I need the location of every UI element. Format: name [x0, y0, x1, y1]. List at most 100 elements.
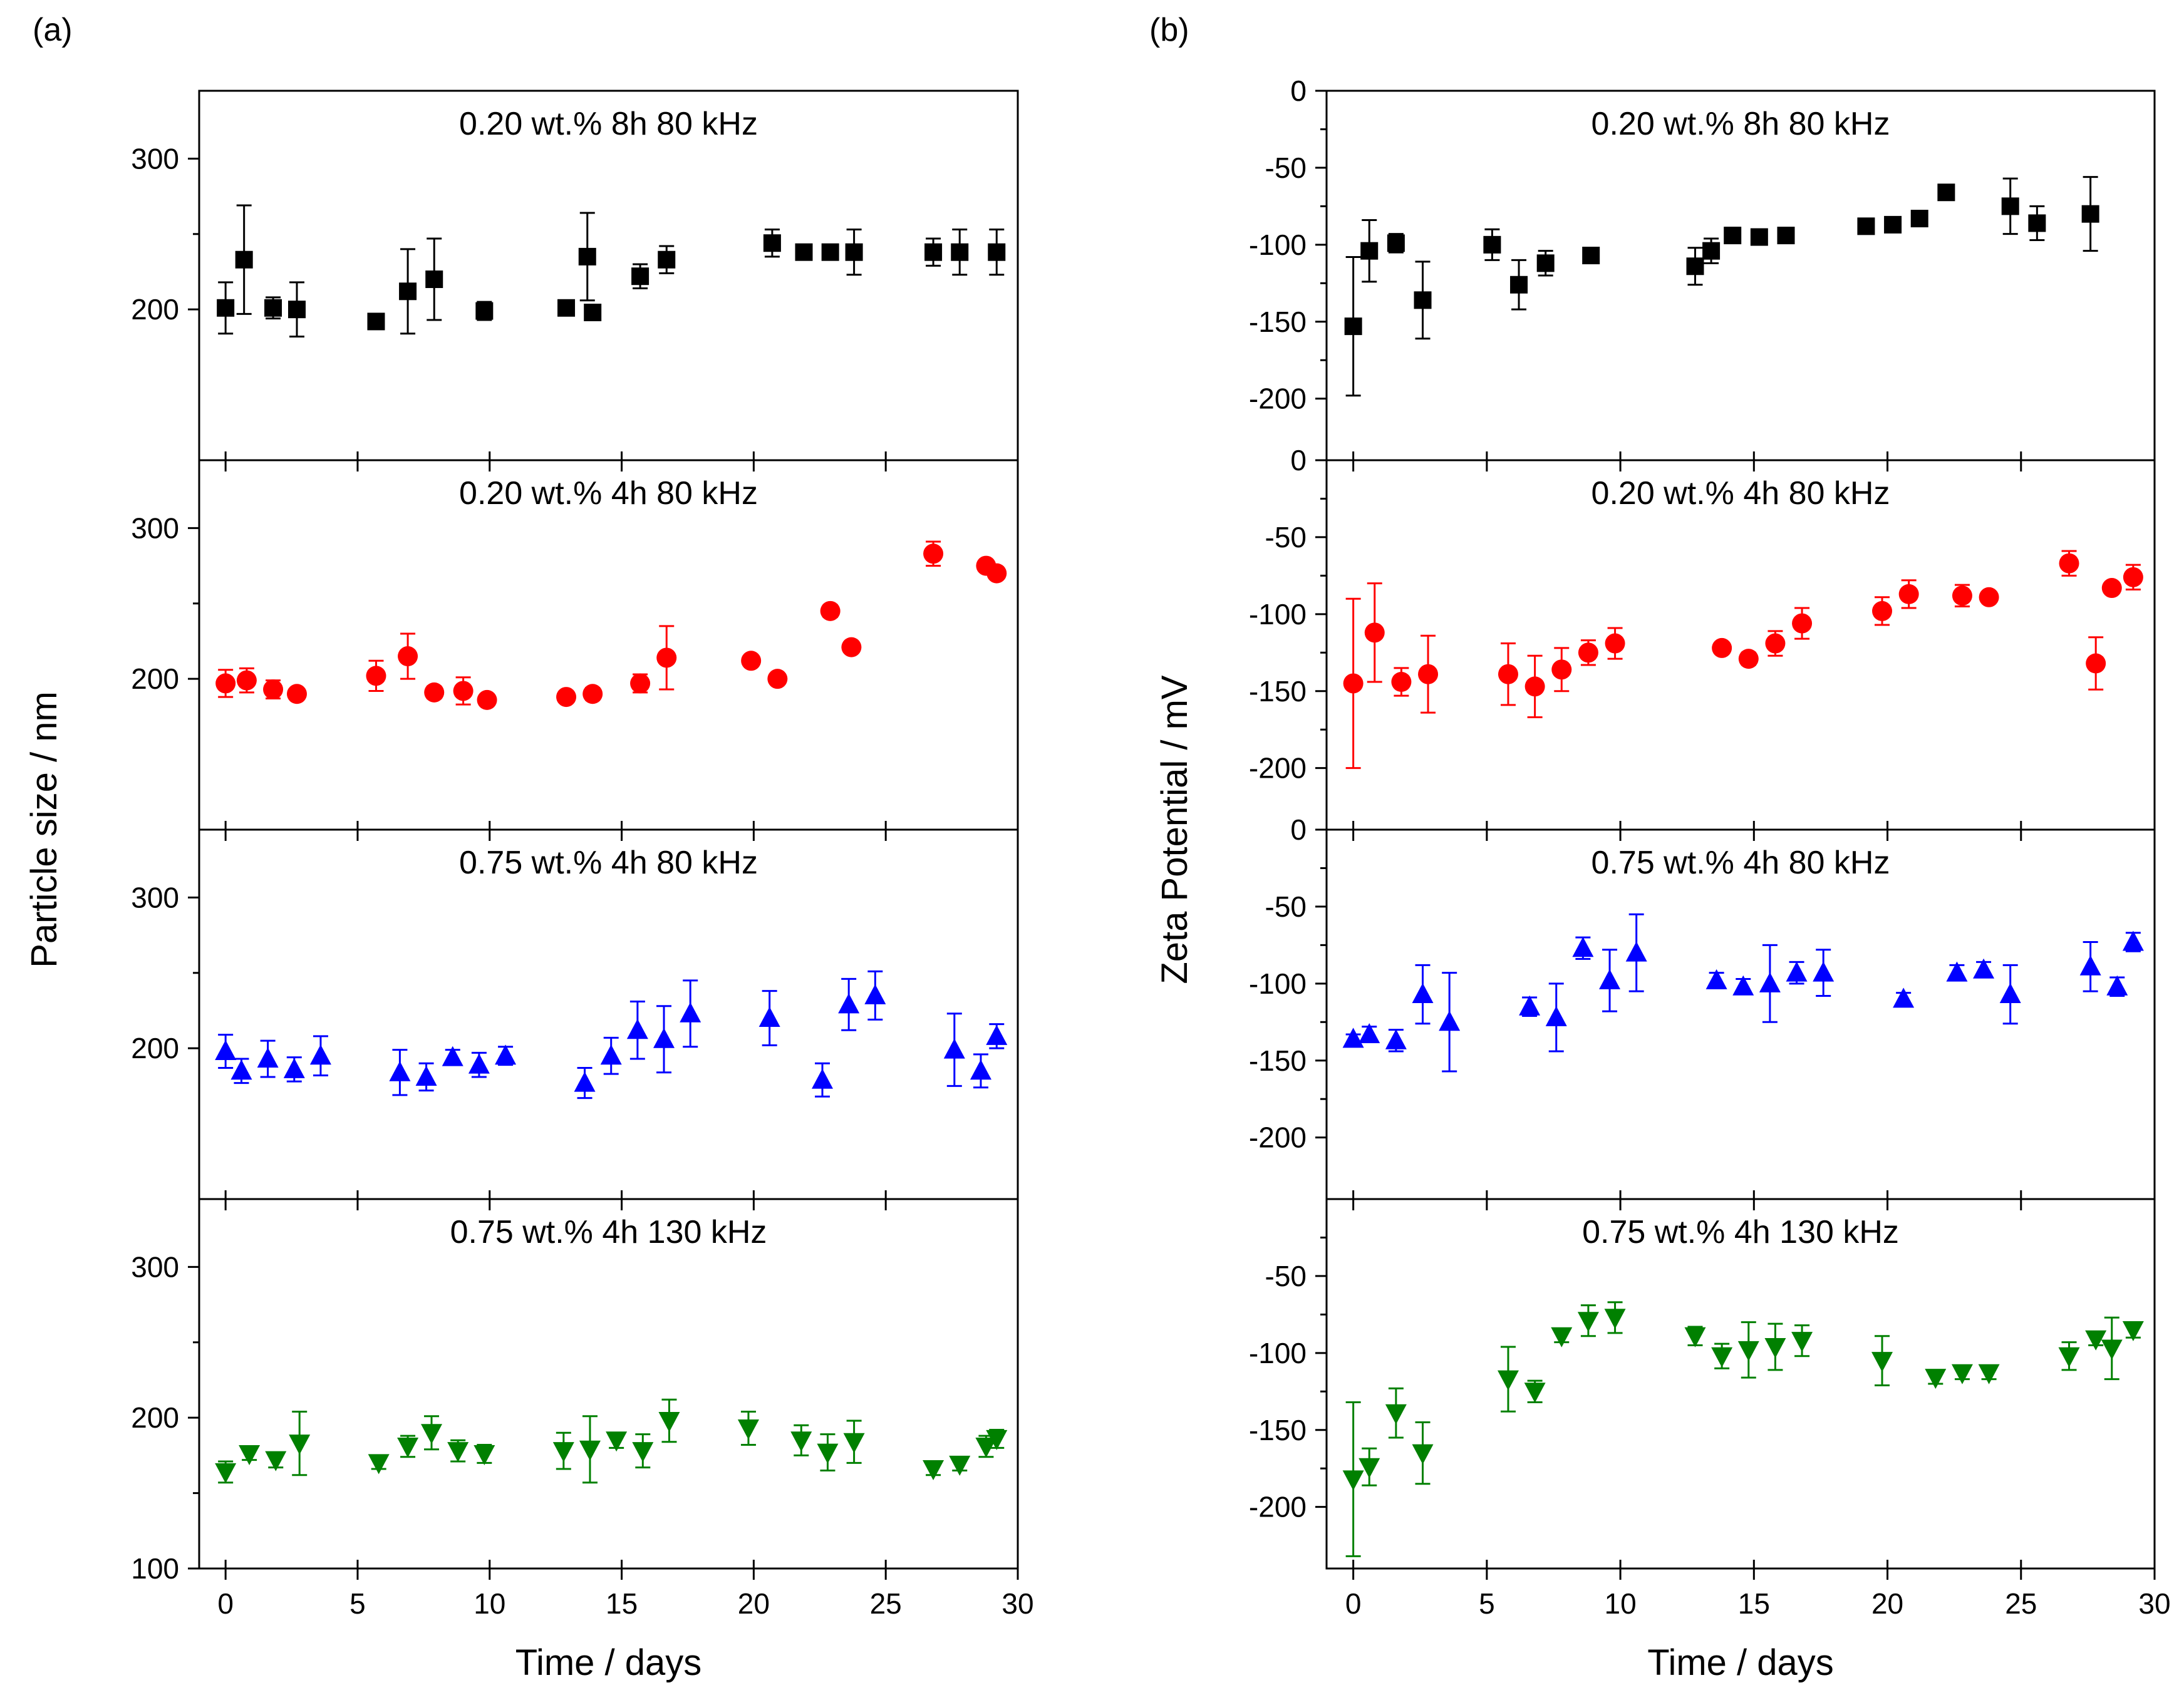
data-point: [767, 669, 788, 689]
data-point: [1711, 1342, 1733, 1369]
data-point: [1871, 1335, 1893, 1386]
data-point: [236, 667, 257, 694]
data-point: [1765, 630, 1786, 657]
circle-marker: [556, 687, 577, 708]
data-point: [795, 243, 813, 261]
data-point: [632, 1433, 654, 1469]
data-point: [1684, 1326, 1706, 1347]
triangle-up-marker: [653, 1028, 675, 1048]
y-tick-label: -200: [1249, 1121, 1307, 1154]
circle-marker: [398, 646, 418, 667]
data-point: [399, 248, 417, 335]
data-point: [1418, 634, 1439, 714]
triangle-up-marker: [758, 1007, 780, 1028]
data-point: [2001, 177, 2019, 235]
data-point: [389, 1049, 411, 1096]
circle-marker: [841, 637, 862, 657]
x-tick-label: 25: [2005, 1587, 2037, 1620]
square-marker: [845, 243, 863, 261]
data-point: [606, 1431, 628, 1452]
triangle-down-marker: [1385, 1404, 1407, 1424]
square-marker: [264, 299, 282, 317]
data-point: [1732, 975, 1754, 996]
triangle-up-marker: [1412, 983, 1434, 1004]
x-tick-label: 20: [1871, 1587, 1903, 1620]
square-marker: [1857, 217, 1875, 235]
data-point: [1385, 1387, 1407, 1439]
data-point: [1910, 210, 1928, 228]
data-point: [1786, 961, 1808, 985]
y-tick-label: -150: [1249, 1044, 1307, 1077]
circle-marker: [477, 689, 497, 710]
x-tick-label: 5: [349, 1587, 366, 1620]
data-point: [951, 229, 969, 276]
data-point: [424, 682, 445, 703]
data-point: [1412, 1421, 1434, 1485]
data-point: [1551, 1327, 1573, 1347]
triangle-down-marker: [289, 1435, 311, 1455]
data-point: [653, 1005, 675, 1074]
data-point: [217, 281, 235, 335]
data-point: [680, 979, 701, 1048]
triangle-up-marker: [943, 1038, 965, 1059]
data-point: [2059, 550, 2079, 577]
subplot-frame: [198, 1198, 1019, 1570]
triangle-up-marker: [442, 1046, 463, 1066]
triangle-down-marker: [265, 1451, 287, 1471]
data-point: [309, 1035, 331, 1077]
data-point: [1483, 228, 1501, 261]
data-point: [1524, 1379, 1546, 1403]
data-point: [1737, 1321, 1759, 1379]
data-point: [1872, 596, 1893, 626]
circle-marker: [2059, 553, 2079, 574]
triangle-up-marker: [864, 984, 886, 1004]
square-marker: [658, 250, 676, 269]
triangle-down-marker: [397, 1437, 419, 1458]
y-tick-label: -100: [1249, 229, 1307, 261]
square-marker: [1360, 242, 1379, 260]
square-marker: [1937, 183, 1955, 202]
triangle-up-marker: [1385, 1029, 1407, 1049]
subplot-frame: [198, 459, 1019, 831]
data-point: [283, 1056, 305, 1083]
y-tick-label: -50: [1265, 152, 1307, 184]
data-point: [1414, 260, 1432, 340]
triangle-down-marker: [790, 1431, 812, 1452]
data-point: [845, 229, 863, 276]
square-marker: [1510, 276, 1528, 294]
y-tick-label: -200: [1249, 383, 1307, 415]
data-point: [2086, 636, 2106, 691]
square-marker: [821, 243, 839, 261]
circle-marker: [453, 681, 474, 701]
subplot-b-4: 0.75 wt.% 4h 130 kHz -200 -150 -100 -50 0 5 10 1…: [1249, 1198, 2171, 1620]
circle-marker: [2101, 578, 2122, 599]
square-marker: [1483, 235, 1501, 254]
data-point: [1572, 936, 1594, 960]
data-point: [1344, 256, 1362, 397]
data-point: [1777, 227, 1795, 245]
triangle-down-marker: [1791, 1332, 1813, 1352]
y-tick-label: -150: [1249, 306, 1307, 338]
data-point: [1577, 1304, 1599, 1337]
circle-marker: [582, 684, 603, 704]
data-point: [398, 632, 418, 680]
data-point: [986, 563, 1007, 584]
data-point: [1893, 987, 1915, 1008]
x-tick-label: 30: [1001, 1587, 1033, 1620]
x-tick-label: 5: [1479, 1587, 1495, 1620]
data-point: [949, 1455, 971, 1476]
triangle-up-marker: [838, 993, 860, 1014]
y-tick-label: -150: [1249, 675, 1307, 708]
data-point: [1813, 949, 1835, 997]
square-marker: [2081, 205, 2099, 223]
data-point: [1898, 579, 1919, 609]
triangle-up-marker: [600, 1044, 622, 1065]
circle-marker: [1792, 613, 1813, 634]
subplot-title: 0.20 wt.% 4h 80 kHz: [459, 475, 758, 512]
square-marker: [584, 304, 602, 321]
data-point: [447, 1439, 469, 1463]
triangle-down-marker: [2058, 1347, 2080, 1368]
y-tick-label: 300: [131, 1250, 179, 1283]
triangle-down-marker: [1577, 1312, 1599, 1332]
